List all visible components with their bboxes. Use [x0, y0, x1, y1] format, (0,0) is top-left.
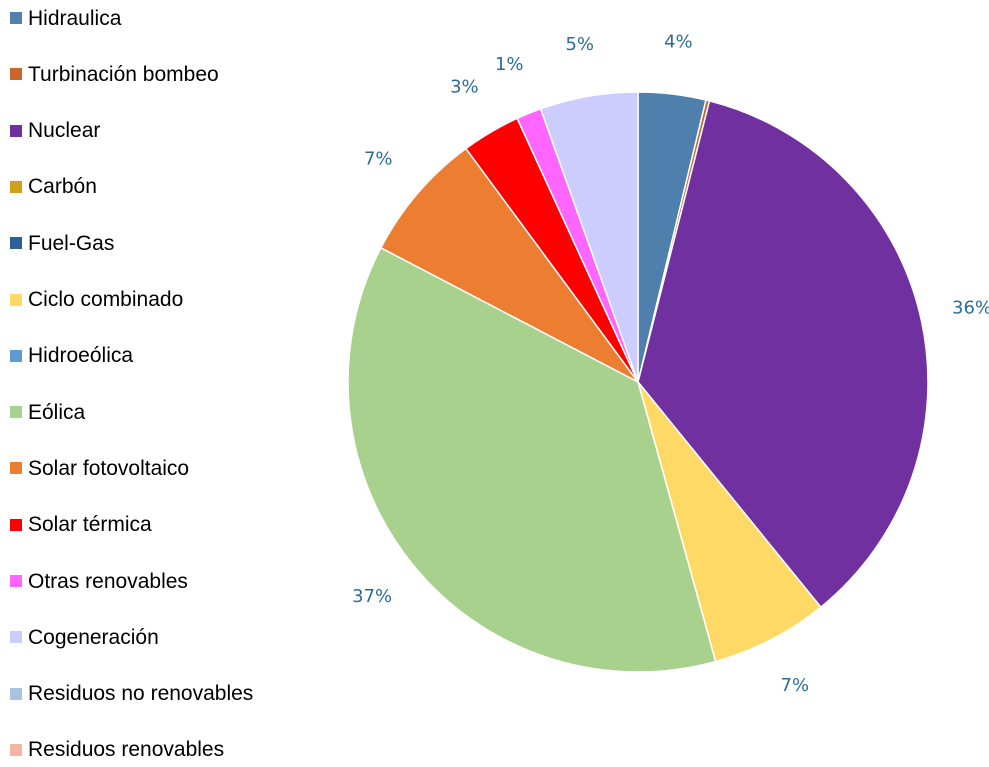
- legend-swatch: [10, 349, 22, 362]
- legend-label: Otras renovables: [28, 569, 188, 593]
- pie-slice: [637, 381, 822, 663]
- legend-item: Residuos renovables: [10, 736, 224, 764]
- legend-swatch: [10, 237, 22, 250]
- legend-label: Turbinación bombeo: [28, 62, 219, 86]
- pie-slice: [539, 91, 639, 383]
- legend-item: Carbón: [10, 173, 97, 201]
- legend-label: Residuos renovables: [28, 738, 225, 762]
- legend-swatch: [10, 12, 22, 24]
- legend-label: Hidraulica: [28, 6, 122, 30]
- legend-item: Fuel-Gas: [10, 229, 114, 257]
- legend-item: Cogeneración: [10, 623, 159, 651]
- legend-label: Cogeneración: [28, 625, 159, 649]
- legend-label: Ciclo combinado: [28, 288, 184, 311]
- data-label: 3%: [450, 76, 479, 97]
- legend-swatch: [10, 518, 22, 531]
- legend-swatch: [10, 68, 22, 81]
- legend-label: Fuel-Gas: [28, 231, 115, 255]
- legend-item: Turbinación bombeo: [10, 60, 219, 88]
- legend-label: Hidroeólica: [28, 344, 134, 368]
- legend-label: Carbón: [28, 175, 97, 199]
- legend-item: Ciclo combinado: [10, 286, 183, 314]
- pie-slice: [347, 246, 717, 673]
- data-label: 7%: [781, 675, 810, 696]
- legend-swatch: [10, 180, 22, 193]
- legend-item: Otras renovables: [10, 567, 188, 595]
- legend-swatch: [10, 293, 22, 306]
- legend-label: Nuclear: [28, 119, 101, 143]
- data-label: 36%: [952, 298, 989, 319]
- data-label: 7%: [364, 149, 393, 170]
- data-label: 1%: [495, 54, 524, 75]
- data-label: 4%: [664, 31, 693, 52]
- legend-label: Eólica: [28, 400, 86, 424]
- legend-item: Residuos no renovables: [10, 680, 253, 708]
- legend-swatch: [10, 687, 22, 700]
- legend-item: Hidraulica: [10, 4, 121, 32]
- data-label: 5%: [565, 34, 594, 55]
- legend-swatch: [10, 462, 22, 475]
- legend-swatch: [10, 406, 22, 419]
- legend-item: Nuclear: [10, 117, 100, 145]
- legend-item: Hidroeólica: [10, 342, 133, 370]
- legend-swatch: [10, 124, 22, 137]
- legend-swatch: [10, 575, 22, 587]
- legend-swatch: [10, 631, 22, 644]
- legend-label: Solar térmica: [28, 513, 152, 537]
- legend-label: Residuos no renovables: [28, 682, 254, 706]
- data-label: 37%: [352, 586, 392, 607]
- legend-item: Solar térmica: [10, 511, 152, 539]
- pie-slice: [379, 147, 639, 383]
- legend-label: Solar fotovoltaico: [28, 456, 190, 480]
- legend-item: Solar fotovoltaico: [10, 454, 189, 482]
- legend-swatch: [10, 743, 22, 756]
- pie-slice: [637, 100, 929, 609]
- legend-item: Eólica: [10, 398, 85, 426]
